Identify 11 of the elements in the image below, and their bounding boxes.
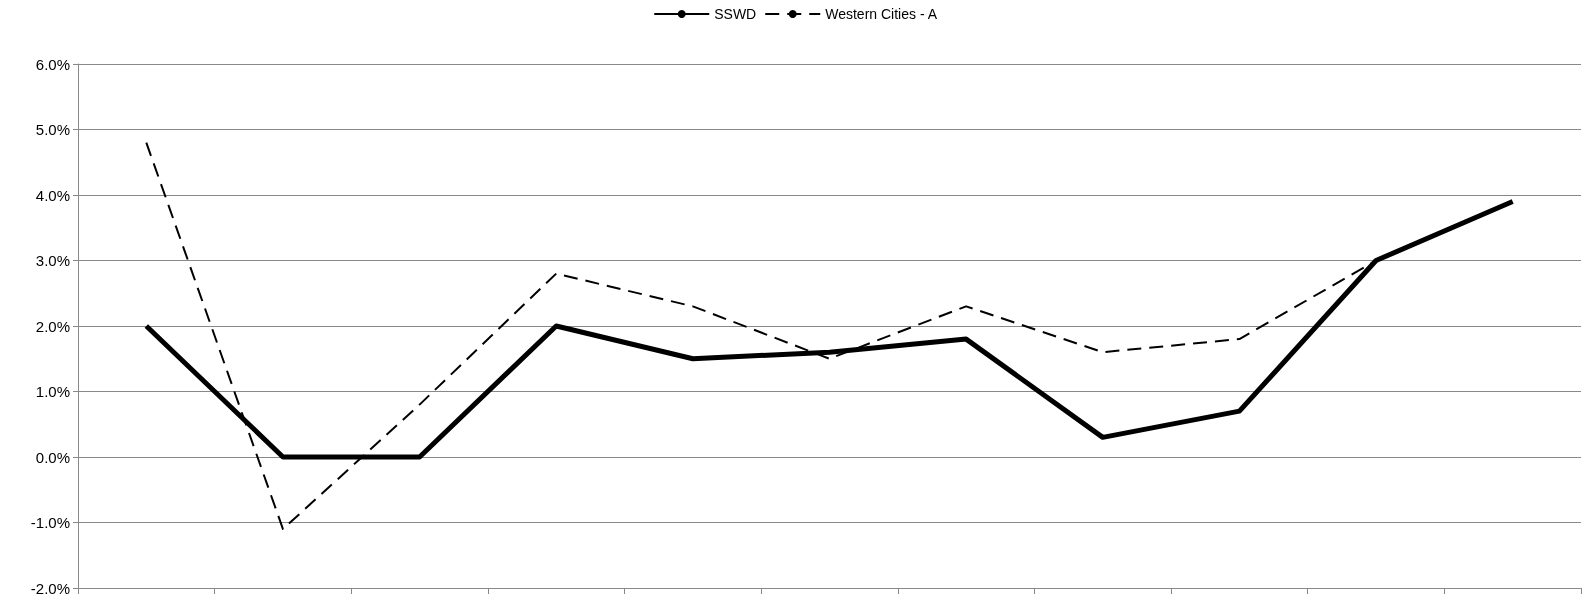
legend-label: Western Cities - A [825,6,938,22]
y-tick-label: 0.0% [35,448,70,466]
legend-label: SSWD [714,6,757,22]
y-tick-label: -1.0% [30,514,70,531]
y-tick-label: -2.0% [30,579,70,597]
y-tick-label: 3.0% [35,252,70,269]
y-tick-label: 5.0% [35,121,70,138]
y-tick-label: 2.0% [35,317,70,335]
y-tick-label: 4.0% [35,186,70,204]
y-tick-label: 6.0% [35,55,70,73]
y-tick-label: 1.0% [35,383,70,400]
